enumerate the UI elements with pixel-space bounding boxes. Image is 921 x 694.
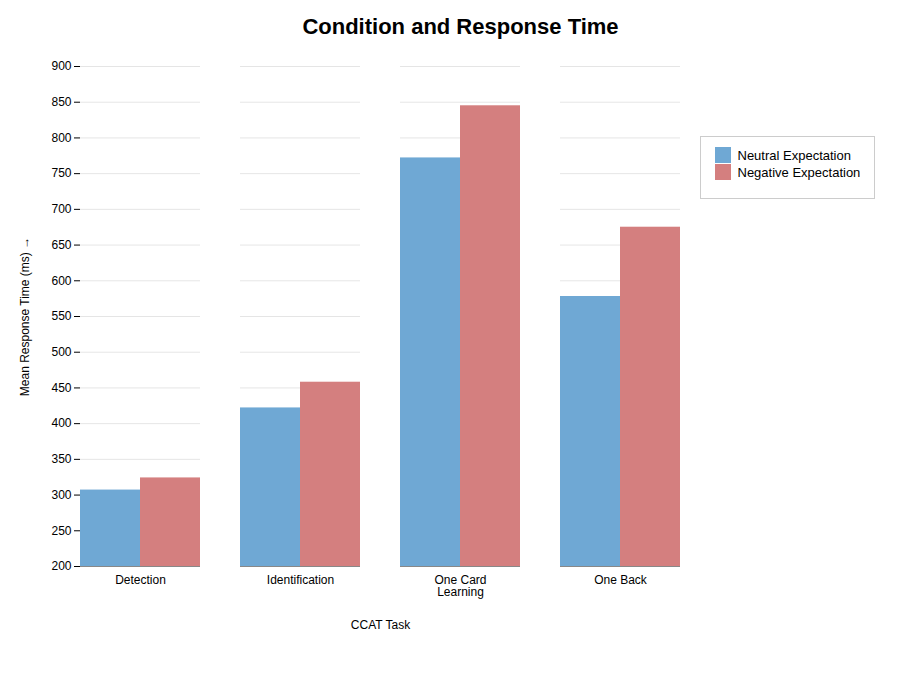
svg-text:Mean Response Time (ms) →: Mean Response Time (ms) → bbox=[18, 237, 32, 396]
svg-text:One Back: One Back bbox=[594, 573, 648, 587]
svg-text:900: 900 bbox=[51, 59, 71, 73]
svg-text:250: 250 bbox=[51, 524, 71, 538]
svg-text:One CardLearning: One CardLearning bbox=[434, 573, 486, 599]
svg-text:350: 350 bbox=[51, 452, 71, 466]
svg-text:800: 800 bbox=[51, 131, 71, 145]
svg-text:700: 700 bbox=[51, 202, 71, 216]
svg-text:850: 850 bbox=[51, 95, 71, 109]
svg-text:500: 500 bbox=[51, 345, 71, 359]
svg-text:400: 400 bbox=[51, 416, 71, 430]
html-text:Neutral Expectation: Neutral Expectation bbox=[737, 147, 851, 163]
svg-text:550: 550 bbox=[51, 309, 71, 323]
svg-text:Detection: Detection bbox=[115, 573, 166, 587]
svg-text:750: 750 bbox=[51, 166, 71, 180]
svg-text:650: 650 bbox=[51, 238, 71, 252]
svg-text:450: 450 bbox=[51, 381, 71, 395]
svg-text:300: 300 bbox=[51, 488, 71, 502]
svg-text:200: 200 bbox=[51, 559, 71, 573]
svg-text:CCAT Task: CCAT Task bbox=[351, 618, 411, 632]
svg-text:600: 600 bbox=[51, 274, 71, 288]
html-text:Negative Expectation: Negative Expectation bbox=[737, 164, 861, 180]
svg-text:Identification: Identification bbox=[267, 573, 334, 587]
html-text:Condition and Response Time: Condition and Response Time bbox=[302, 14, 619, 39]
